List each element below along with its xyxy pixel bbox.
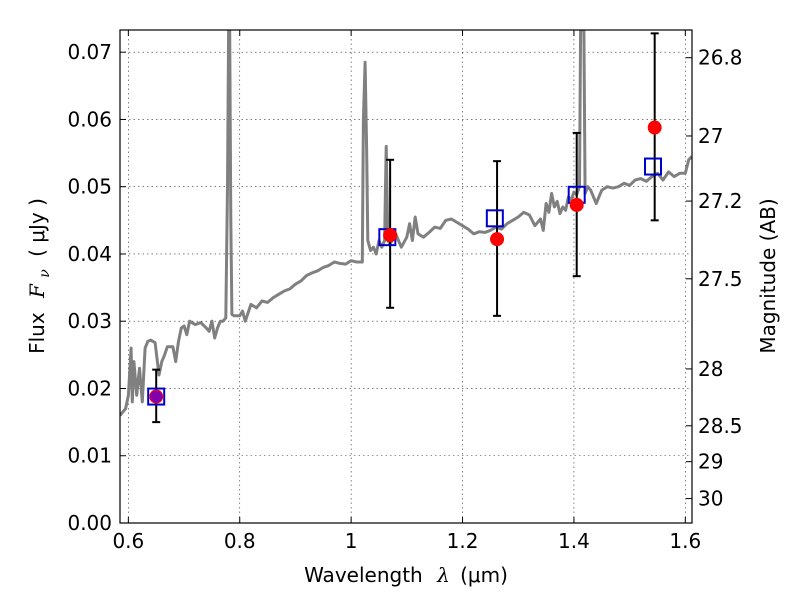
observed-point	[647, 120, 662, 135]
overlap-point	[150, 390, 163, 403]
y-tick-label: 0.05	[67, 175, 112, 199]
y-tick-label: 0.02	[67, 376, 112, 400]
series-layer	[120, 30, 692, 424]
y-tick-label: 0.07	[67, 40, 112, 64]
x-tick-label: 1.6	[669, 529, 701, 553]
right-tick-label: 30	[698, 487, 723, 511]
right-tick-label: 28.5	[698, 414, 743, 438]
spectrum-line	[120, 30, 692, 417]
right-tick-label: 26.8	[698, 46, 743, 70]
x-tick-label: 0.6	[112, 529, 144, 553]
x-tick-label: 1	[345, 529, 358, 553]
right-tick-label: 27	[698, 124, 723, 148]
model-square-marker	[147, 387, 166, 406]
y-tick-label: 0.01	[67, 444, 112, 468]
axes: 0.00 0.01 0.02 0.03 0.04 0.05 0.06 0.07 0.6 0.8 1 1…	[67, 29, 743, 553]
right-tick-label: 28	[698, 357, 723, 381]
plot-frame	[119, 29, 693, 524]
right-tick-label: 27.5	[698, 267, 743, 291]
right-axis-title: Magnitude (AB)	[756, 198, 780, 353]
y-tick-label: 0.00	[67, 511, 112, 535]
model-square-marker	[644, 157, 663, 176]
y-axis-title: Flux F ν ( μJy )	[25, 198, 54, 354]
right-tick-label: 29	[698, 450, 723, 474]
observed-point	[490, 232, 505, 247]
x-axis-title: Wavelength λ (μm)	[304, 563, 508, 587]
y-tick-label: 0.06	[67, 107, 112, 131]
model-square-marker	[485, 209, 504, 228]
observed-point	[569, 197, 584, 212]
y-tick-label: 0.03	[67, 309, 112, 333]
grid	[120, 30, 692, 523]
x-tick-label: 1.4	[558, 529, 590, 553]
y-tick-label: 0.04	[67, 242, 112, 266]
x-tick-label: 1.2	[447, 529, 479, 553]
observed-point	[383, 228, 398, 243]
x-tick-label: 0.8	[224, 529, 256, 553]
right-tick-label: 27.2	[698, 189, 743, 213]
